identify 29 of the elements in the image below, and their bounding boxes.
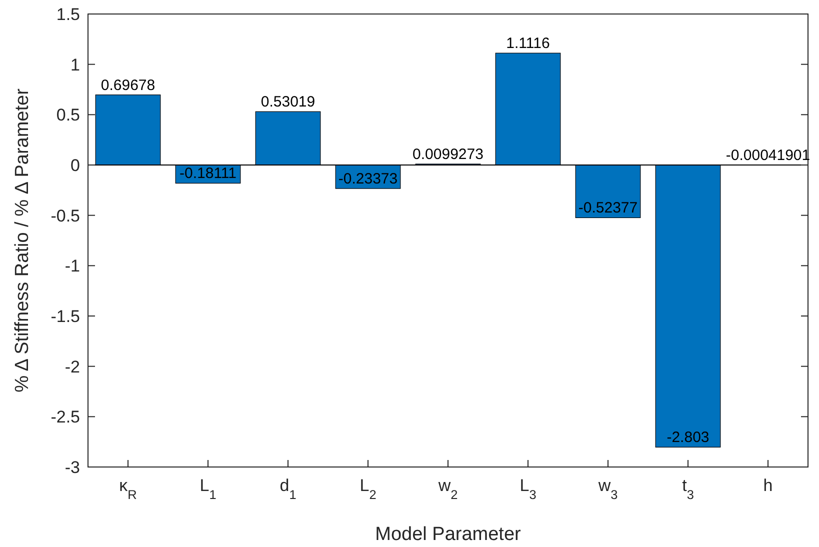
y-tick-label: -1	[64, 256, 80, 276]
data-label: -0.52377	[578, 200, 638, 217]
data-label: 0.69678	[100, 76, 156, 94]
x-tick-label: L$_{1}$	[200, 476, 216, 502]
x-tick-label: d$_{1}$	[280, 476, 296, 502]
data-label: -0.23373	[338, 170, 398, 188]
data-label: 0.0099273	[412, 146, 484, 163]
x-tick-label: L$_{2}$	[360, 476, 376, 502]
y-tick-label: -2.5	[50, 408, 80, 427]
y-tick-label: -0.5	[50, 206, 80, 226]
x-tick-label: κ$_{R}$	[119, 476, 137, 502]
y-tick-label: 1.5	[56, 4, 80, 24]
y-tick-label: 1	[70, 55, 80, 74]
y-tick-label: -3	[64, 458, 80, 477]
data-label: 0.53019	[260, 94, 316, 111]
x-tick-label: L$_{3}$	[520, 476, 536, 502]
y-tick-label: 0.5	[56, 106, 80, 125]
x-tick-label: w$_{2}$	[437, 476, 458, 502]
x-tick-label: h	[763, 476, 773, 495]
x-tick-label: t$_{3}$	[682, 476, 694, 502]
y-tick-label: -2	[64, 357, 80, 376]
data-label: -0.18111	[180, 165, 236, 182]
y-axis-title: % Δ Stiffness Ratio / % Δ Parameter	[12, 88, 33, 392]
data-label: -2.803	[666, 429, 710, 446]
x-tick-label: w$_{3}$	[597, 476, 618, 502]
x-axis-title: Model Parameter	[375, 524, 522, 545]
y-tick-label: 0	[70, 156, 80, 175]
y-tick-label: -1.5	[50, 306, 80, 326]
data-label: 1.1116	[506, 35, 550, 52]
